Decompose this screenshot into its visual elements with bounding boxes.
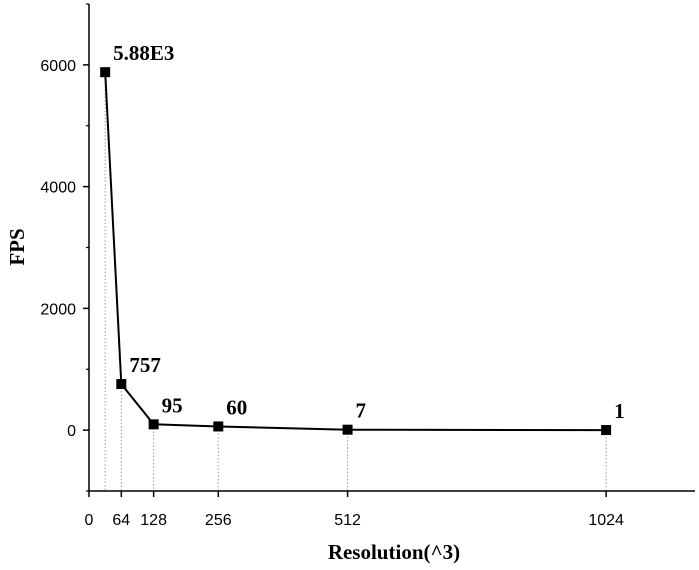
x-axis-title: Resolution(^3) [328, 540, 460, 564]
drop-lines [104, 72, 607, 491]
series-line [104, 72, 607, 432]
x-tick-label: 256 [205, 512, 232, 529]
data-point-marker [213, 421, 224, 432]
y-tick-label: 4000 [40, 180, 76, 197]
data-label: 7 [356, 399, 367, 423]
data-label: 95 [162, 393, 183, 417]
y-tick-label: 0 [67, 423, 76, 440]
y-tick-label: 6000 [40, 58, 76, 75]
data-point-marker [601, 425, 612, 436]
data-label: 60 [226, 395, 247, 419]
y-tick-label: 2000 [40, 301, 76, 318]
x-tick-label: 1024 [588, 512, 624, 529]
data-point-marker [116, 379, 127, 390]
x-tick-label: 0 [85, 512, 94, 529]
x-tick-label: 512 [334, 512, 361, 529]
data-point-marker [342, 424, 353, 435]
data-point-marker [100, 67, 111, 78]
axes [88, 4, 695, 492]
data-point-marker [148, 419, 159, 430]
data-markers [100, 67, 612, 436]
y-axis-title: FPS [5, 228, 29, 265]
x-tick-label: 128 [140, 512, 167, 529]
data-label: 1 [614, 399, 625, 423]
x-ticks: 0 64 128 256 512 1024 [85, 491, 624, 529]
data-label: 5.88E3 [113, 41, 174, 65]
x-tick-label: 64 [112, 512, 130, 529]
data-label: 757 [129, 353, 161, 377]
y-ticks: 0 2000 4000 6000 [40, 3, 89, 492]
